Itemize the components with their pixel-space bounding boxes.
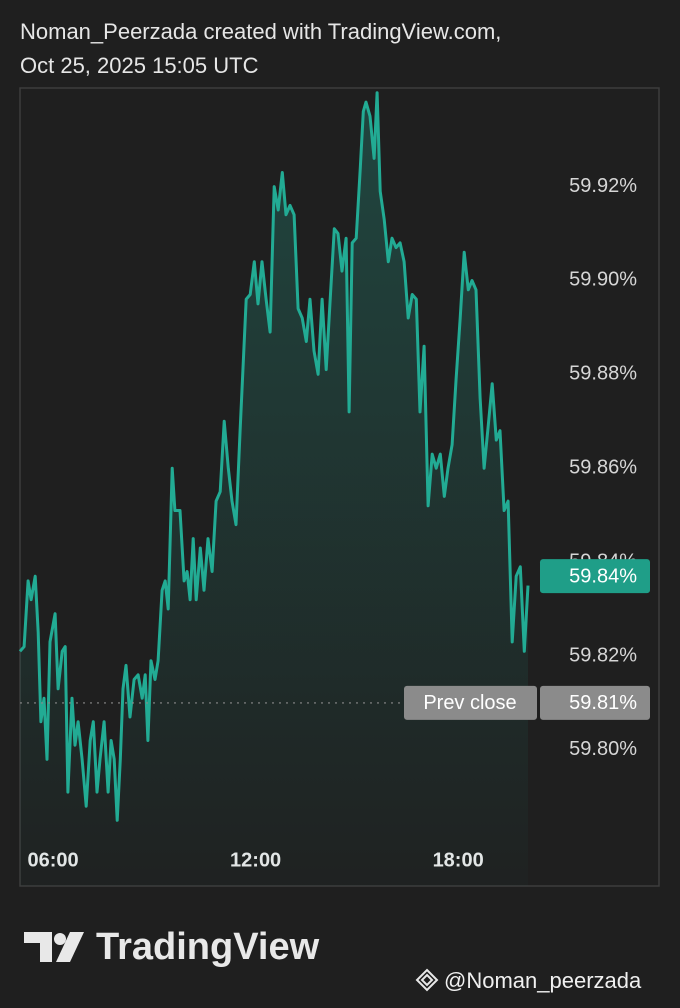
y-tick-label: 59.88%	[569, 363, 637, 385]
y-tick-label: 59.92%	[569, 175, 637, 197]
prev-close-box	[540, 685, 650, 720]
y-tick-label: 59.90%	[569, 269, 637, 291]
logo-mark	[56, 932, 84, 962]
prev-close-label: 59.81%	[569, 692, 637, 714]
y-tick-label: 59.86%	[569, 457, 637, 479]
prev-close-title-box	[404, 685, 537, 720]
credit: @Noman_peerzada	[415, 968, 642, 993]
logo-text: TradingView	[96, 926, 320, 968]
last-price-box	[540, 559, 650, 594]
y-tick-label: 59.80%	[569, 738, 637, 760]
line	[18, 91, 530, 822]
y-tick-label: 59.82%	[569, 644, 637, 666]
credit-icon	[415, 968, 439, 992]
plot: 59.80% 59.82% 59.84% 59.86% 59.88% 59.90% 59.9…	[18, 91, 650, 886]
area	[20, 92, 528, 886]
logo: TradingView	[24, 926, 320, 968]
header-line: Noman_Peerzada created with TradingView.…	[20, 19, 501, 44]
prev-close-title: Prev close	[423, 692, 516, 714]
credit-text: @Noman_peerzada	[444, 968, 642, 993]
logo-mark	[54, 933, 66, 945]
logo-mark	[24, 932, 52, 962]
header-date: Oct 25, 2025 15:05 UTC	[20, 53, 259, 78]
last-price-label: 59.84%	[569, 565, 637, 587]
